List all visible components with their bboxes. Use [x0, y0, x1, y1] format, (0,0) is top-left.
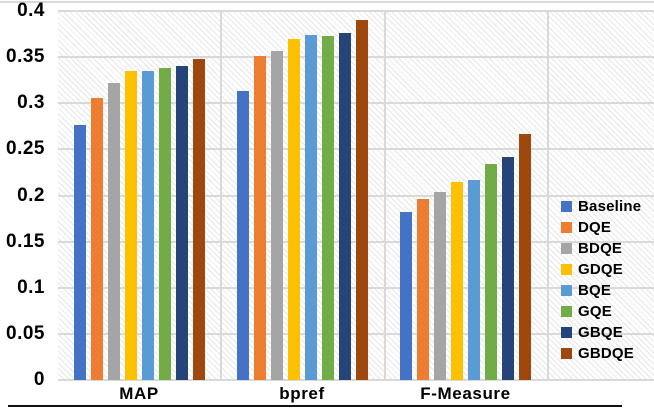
legend-swatch-BQE [561, 285, 572, 296]
legend-label: BQE [578, 282, 612, 299]
legend-item-GBDQE: GBDQE [561, 343, 654, 364]
bar-group-MAP [58, 11, 220, 380]
legend-swatch-GQE [561, 306, 572, 317]
y-axis: 0 0.05 0.1 0.15 0.2 0.25 0.3 0.35 0.4 [0, 0, 50, 408]
legend-swatch-BDQE [561, 243, 572, 254]
chart-bottom-border [8, 405, 622, 407]
y-tick-label: 0.2 [17, 184, 45, 206]
bar-GBDQE-bpref [355, 20, 368, 380]
legend-item-BDQE: BDQE [561, 238, 654, 259]
bar-GBQE-F-Measure [502, 156, 514, 380]
bar-GBQE-bpref [338, 33, 351, 380]
bar-DQE-F-Measure [417, 199, 429, 380]
bar-BQE-MAP [141, 70, 154, 380]
bar-GDQE-MAP [124, 70, 137, 380]
bar-DQE-MAP [90, 97, 103, 380]
bar-BDQE-MAP [107, 82, 120, 380]
gridline-horizontal [58, 379, 654, 381]
gridline-vertical [219, 11, 222, 380]
bar-GQE-MAP [158, 68, 171, 380]
y-tick-label: 0.25 [6, 138, 45, 160]
bar-GQE-F-Measure [485, 164, 497, 380]
bar-GBQE-MAP [175, 66, 188, 380]
legend-label: GQE [578, 303, 612, 320]
legend-swatch-GBDQE [561, 348, 572, 359]
bar-BQE-F-Measure [468, 179, 480, 380]
plot-area [58, 10, 654, 381]
bar-GDQE-F-Measure [451, 181, 463, 380]
legend-label: DQE [578, 219, 612, 236]
legend-item-Baseline: Baseline [561, 196, 654, 217]
bar-group-bpref [220, 11, 384, 380]
legend-item-GQE: GQE [561, 301, 654, 322]
legend-label: GBDQE [578, 345, 635, 362]
y-tick-label: 0.05 [6, 322, 45, 344]
legend-label: Baseline [578, 198, 642, 215]
legend: Baseline DQE BDQE GDQE BQE GQE GBQE GBDQE [561, 196, 654, 364]
x-axis-label-MAP: MAP [119, 384, 159, 403]
gridline-horizontal [58, 10, 654, 12]
bar-BDQE-F-Measure [434, 191, 446, 380]
bar-Baseline-bpref [236, 91, 249, 380]
x-axis: MAP bpref F-Measure [0, 384, 654, 406]
x-axis-label-F-Measure: F-Measure [420, 384, 511, 403]
legend-swatch-GDQE [561, 264, 572, 275]
y-tick-label: 0.1 [17, 276, 45, 298]
bar-GBDQE-F-Measure [519, 133, 531, 380]
bar-GDQE-bpref [287, 38, 300, 380]
bar-GBDQE-MAP [192, 58, 205, 380]
bar-GQE-bpref [321, 35, 334, 380]
legend-swatch-GBQE [561, 327, 572, 338]
legend-label: BDQE [578, 240, 623, 257]
legend-swatch-Baseline [561, 201, 572, 212]
bar-Baseline-F-Measure [400, 212, 412, 380]
gridline-vertical [547, 11, 550, 380]
y-tick-label: 0.35 [6, 46, 45, 68]
gridline-vertical [384, 11, 386, 380]
y-tick-label: 0.3 [17, 92, 45, 114]
bar-DQE-bpref [253, 56, 266, 380]
bar-group-F-Measure [384, 11, 547, 380]
bar-BQE-bpref [304, 35, 317, 380]
y-tick-label: 0 [33, 369, 45, 390]
legend-label: GBQE [578, 324, 623, 341]
chart-top-border [0, 1, 654, 3]
x-axis-label-bpref: bpref [279, 384, 325, 403]
legend-swatch-DQE [561, 222, 572, 233]
y-tick-label: 0.15 [6, 230, 45, 252]
legend-item-GDQE: GDQE [561, 259, 654, 280]
legend-item-DQE: DQE [561, 217, 654, 238]
legend-label: GDQE [578, 261, 623, 278]
bar-Baseline-MAP [73, 125, 86, 380]
legend-item-GBQE: GBQE [561, 322, 654, 343]
bar-BDQE-bpref [270, 50, 283, 380]
y-tick-label: 0.4 [17, 0, 45, 21]
legend-item-BQE: BQE [561, 280, 654, 301]
